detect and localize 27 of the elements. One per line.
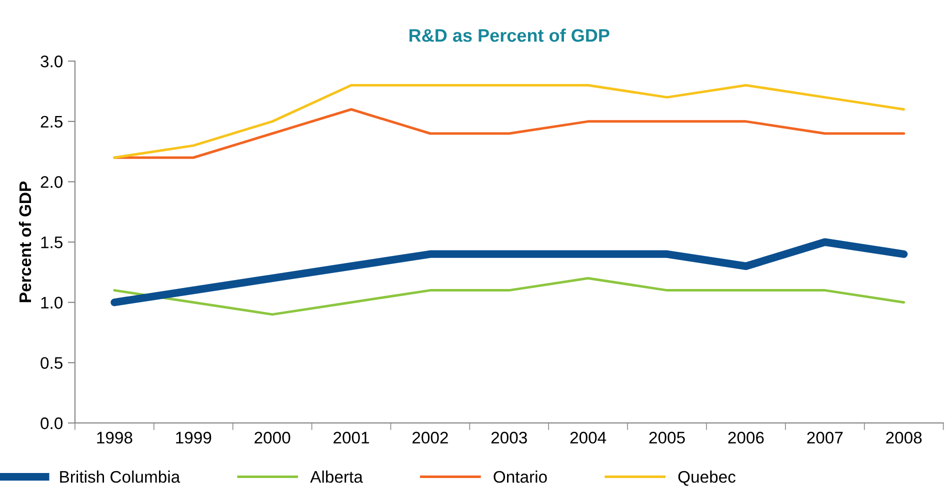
x-tick-label: 1998	[97, 432, 132, 444]
y-tick-label: 2.5	[40, 116, 62, 128]
chart-title: R&D as Percent of GDP	[410, 28, 610, 42]
legend-label: Quebec	[678, 470, 736, 486]
x-tick-label: 2007	[807, 432, 843, 444]
legend-label: Alberta	[310, 470, 363, 483]
x-tick-label: 2000	[254, 432, 290, 444]
legend-label: Ontario	[494, 470, 547, 483]
legend-label: British Columbia	[60, 470, 180, 483]
y-tick-label: 3.0	[40, 56, 63, 68]
y-tick-label: 0.0	[40, 417, 63, 430]
x-tick-label: 2002	[412, 432, 448, 444]
x-tick-label: 2004	[570, 432, 606, 444]
y-axis-title: Percent of GDP	[18, 182, 32, 302]
x-tick-label: 2006	[728, 432, 764, 444]
y-tick-label: 2.0	[40, 176, 63, 188]
x-tick-label: 2008	[886, 432, 922, 444]
x-tick-label: 2005	[649, 432, 685, 444]
line-series	[113, 84, 906, 159]
line-series	[113, 276, 906, 316]
x-tick-label: 2001	[334, 432, 369, 444]
y-tick-label: 0.5	[40, 357, 62, 369]
x-tick-label: 1999	[176, 432, 212, 444]
y-tick-label: 1.5	[41, 236, 62, 248]
line-series	[113, 108, 906, 159]
y-tick-label: 1.0	[41, 296, 63, 309]
x-tick-label: 2003	[491, 432, 527, 444]
